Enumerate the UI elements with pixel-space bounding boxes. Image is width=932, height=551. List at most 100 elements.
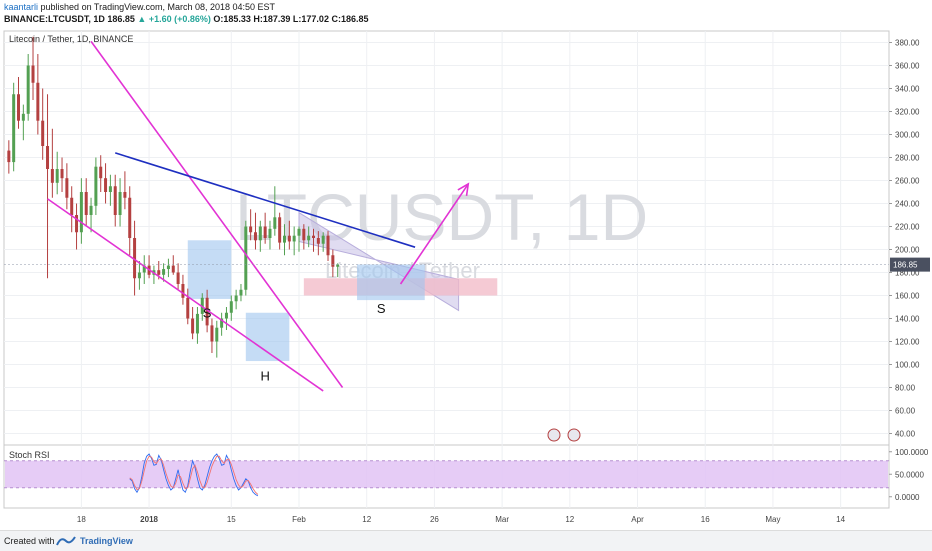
drawings: S H S [47,40,470,392]
candle-body [128,197,132,238]
last-price-tag-bg [890,257,930,272]
symbol-label: BINANCE:LTCUSDT, 1D [4,14,105,24]
candle-body [118,192,122,215]
rsi-series-d [129,455,259,495]
candle-body [137,272,141,279]
candle-body [31,65,35,83]
candle-body [268,228,272,238]
candle-body [316,238,320,244]
candle-body [191,318,195,334]
candle-body [113,186,117,215]
blue-zone-right-shoulder [357,264,425,301]
rsi-tick-label: 100.0000 [895,448,929,457]
price-tick-label: 260.00 [895,177,920,186]
event-markers[interactable] [547,428,581,442]
chart-header: kaantarli published on TradingView.com, … [0,0,932,28]
rsi-tick-label: 50.0000 [895,470,924,479]
price-tick-label: 180.00 [895,269,920,278]
candle-body [336,264,340,267]
time-tick-label: 16 [701,515,710,524]
candle-body [75,215,79,233]
time-tick-label: 18 [77,515,86,524]
candle-body [108,186,112,192]
price-tick-label: 200.00 [895,246,920,255]
time-tick-label: 12 [362,515,371,524]
watermark-symbol: LTCUSDT, 1D [235,180,648,254]
time-tick-label: 26 [430,515,439,524]
candle-body [84,192,88,215]
tradingview-brand[interactable]: TradingView [80,536,133,546]
rsi-axis: 100.0000 50.0000 0.0000 [889,448,929,502]
rsi-series-k [129,453,259,497]
chart-title: Litecoin / Tether, 1D, BINANCE [9,34,133,44]
candle-body [94,166,98,206]
candle-body [181,284,185,298]
candle-body [65,178,69,198]
time-tick-label: Mar [495,515,509,524]
candle-body [99,166,103,179]
arrow-head-icon [457,182,470,196]
publish-line: kaantarli published on TradingView.com, … [4,2,275,12]
candle-body [258,226,262,241]
rsi-band [4,460,889,489]
candle-body [89,205,93,215]
candle-body [195,313,199,334]
candle-body [7,150,11,163]
candle-body [331,255,335,267]
candle-body [215,327,219,342]
candle-body [21,113,25,121]
ohlc-values: O:185.33 H:187.39 L:177.02 C:186.85 [213,14,369,24]
chart-canvas[interactable]: LTCUSDT, 1D Litecoin / Tether SHS 380.00… [0,28,932,528]
blue-zone-head [245,312,290,362]
price-tick-label: 240.00 [895,200,920,209]
price-change: ▲ +1.60 (+0.86%) [137,14,211,24]
projection-arrow [399,183,469,285]
candle-body [157,270,161,275]
candle-body [123,192,127,198]
wedge-lower-line [47,198,324,392]
candle-body [263,226,267,238]
us-flag-icon[interactable] [547,428,561,442]
price-tick-label: 360.00 [895,62,920,71]
blue-zone-left-shoulder [187,240,232,299]
candle-body [224,312,228,319]
candle-body [162,269,166,275]
price-tick-label: 80.00 [895,384,916,393]
price-tick-label: 280.00 [895,154,920,163]
time-tick-label: 14 [836,515,845,524]
candle-body [210,325,214,342]
candle-body [239,289,243,296]
wedge-upper-line [90,40,344,388]
candle-body [142,265,146,273]
price-tick-label: 160.00 [895,292,920,301]
price-tick-label: 120.00 [895,338,920,347]
us-flag-icon[interactable] [567,428,581,442]
candle-body [234,295,238,302]
price-tick-label: 220.00 [895,223,920,232]
candle-body [278,217,282,243]
candle-body [326,235,330,256]
candle-body [249,226,253,233]
candle-body [229,301,233,313]
candle-body [50,169,54,183]
candle-body [321,235,325,244]
candle-body [17,94,21,121]
candle-body [307,235,311,241]
candle-body [166,265,170,270]
candle-body [205,297,209,326]
time-tick-label: 15 [227,515,236,524]
price-axis: 380.00 360.00 340.00 320.00 300.00 280.00 260.… [889,39,920,439]
candle-body [41,120,45,146]
rsi-tick-label: 0.0000 [895,493,920,502]
author-link[interactable]: kaantarli [4,2,39,12]
footer: Created with TradingView [0,530,932,551]
pattern-label: S [203,305,212,320]
price-tick-label: 100.00 [895,361,920,370]
candle-body [26,65,30,114]
time-tick-label: May [765,515,780,524]
candle-body [79,192,83,233]
candle-body [104,178,108,192]
price-pane-frame [3,30,890,446]
candle-body [133,238,137,279]
price-tick-label: 40.00 [895,430,916,439]
